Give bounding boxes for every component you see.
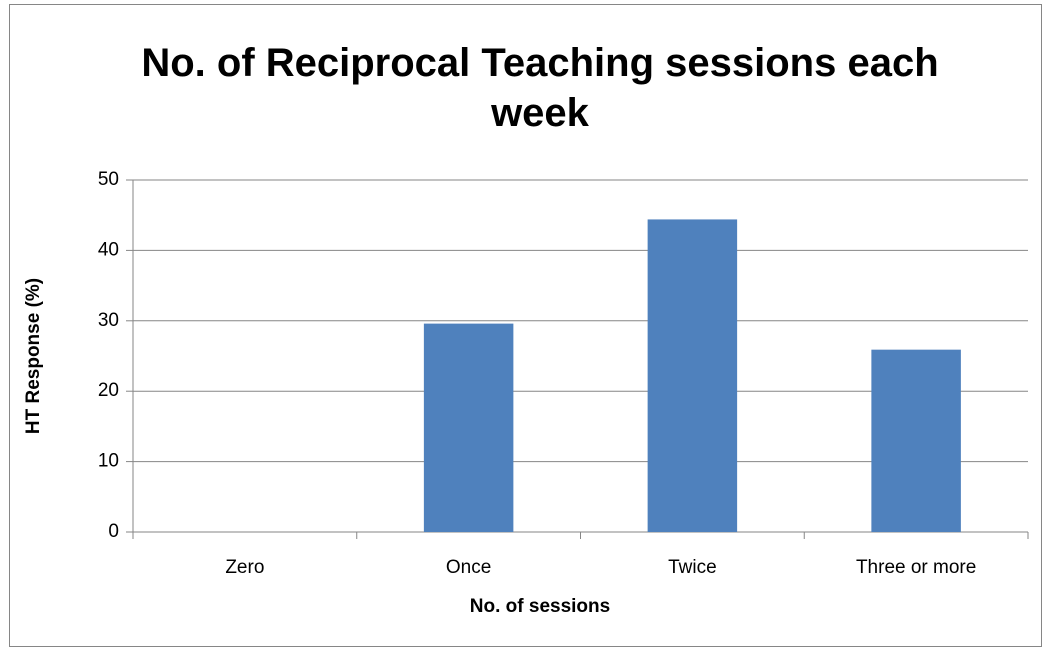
y-tick-label: 50 <box>98 169 119 190</box>
y-tick-label: 40 <box>98 239 119 260</box>
bar <box>871 349 961 532</box>
x-tick-label: Zero <box>225 557 264 578</box>
x-tick-label: Twice <box>668 557 717 578</box>
bar <box>647 219 738 532</box>
y-tick-label: 10 <box>98 451 119 472</box>
x-tick-label: Three or more <box>856 557 976 578</box>
y-axis-label: HT Response (%) <box>23 278 44 434</box>
bar <box>423 323 514 532</box>
chart-frame <box>9 4 1042 647</box>
x-axis-label: No. of sessions <box>470 596 610 617</box>
y-tick-label: 20 <box>98 380 119 401</box>
y-tick-label: 0 <box>108 521 119 542</box>
chart-title: No. of Reciprocal Teaching sessions each… <box>141 41 939 135</box>
x-tick-label: Once <box>446 557 491 578</box>
y-tick-label: 30 <box>98 310 119 331</box>
